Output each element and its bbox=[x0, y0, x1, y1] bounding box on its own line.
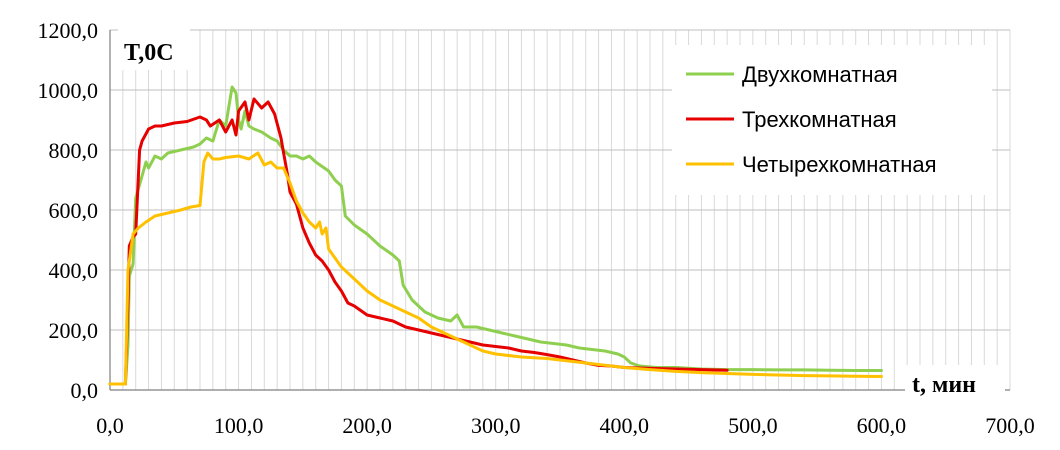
legend-label-2: Трехкомнатная bbox=[742, 107, 897, 132]
y-tick-label: 800,0 bbox=[49, 138, 99, 163]
series-line-3 bbox=[108, 151, 883, 386]
x-tick-labels: 0,0 100,0 200,0 300,0 400,0 500,0 600,0 700,0 bbox=[96, 413, 1035, 438]
x-tick-label: 100,0 bbox=[214, 413, 264, 438]
legend-label-1: Двухкомнатная bbox=[742, 62, 898, 87]
x-tick-label: 700,0 bbox=[985, 413, 1035, 438]
y-tick-label: 400,0 bbox=[49, 258, 99, 283]
x-tick-label: 0,0 bbox=[96, 413, 124, 438]
series-lines bbox=[108, 85, 883, 386]
x-tick-label: 300,0 bbox=[471, 413, 521, 438]
x-axis-title: t, мин bbox=[912, 372, 976, 398]
y-tick-label: 0,0 bbox=[71, 378, 99, 403]
axes bbox=[109, 30, 1010, 391]
series-line-1 bbox=[108, 85, 883, 386]
legend-label-3: Четырехкомнатная bbox=[742, 152, 937, 177]
y-tick-labels: 0,0 200,0 400,0 600,0 800,0 1000,0 1200,0 bbox=[38, 18, 99, 403]
y-tick-label: 1000,0 bbox=[38, 78, 99, 103]
x-tick-label: 500,0 bbox=[728, 413, 778, 438]
legend: Двухкомнатная Трехкомнатная Четырехкомнатн… bbox=[672, 45, 992, 195]
y-tick-label: 600,0 bbox=[49, 198, 99, 223]
x-axis-title-box bbox=[905, 365, 1005, 399]
y-tick-label: 200,0 bbox=[49, 318, 99, 343]
y-axis-title: T,0C bbox=[124, 40, 174, 66]
x-tick-label: 400,0 bbox=[600, 413, 650, 438]
y-axis-title-box bbox=[118, 28, 190, 70]
series-line-2 bbox=[108, 97, 729, 386]
x-tick-label: 600,0 bbox=[857, 413, 907, 438]
x-tick-label: 200,0 bbox=[342, 413, 392, 438]
y-tick-label: 1200,0 bbox=[38, 18, 99, 43]
